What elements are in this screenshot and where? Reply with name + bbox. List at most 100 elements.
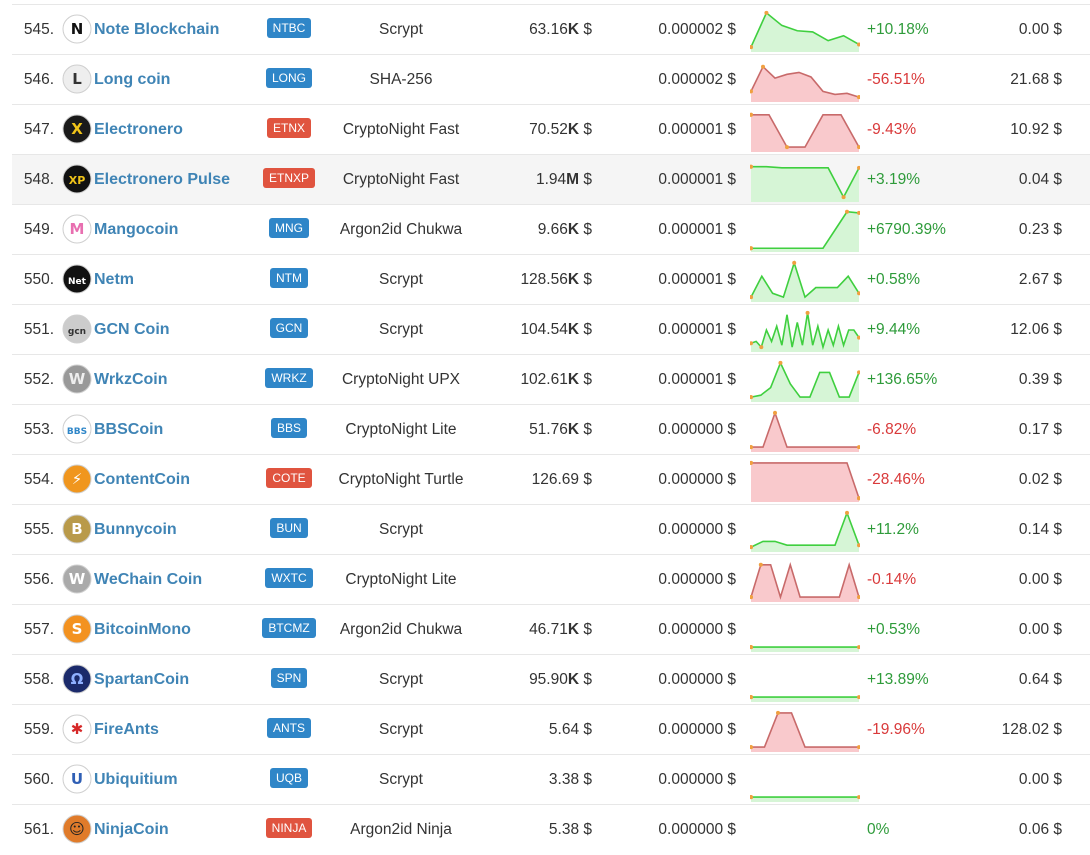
sparkline-chart <box>749 107 861 153</box>
table-row[interactable]: 558. Ω SpartanCoin SPN Scrypt 95.90K $0.00000… <box>12 654 1090 704</box>
svg-text:N: N <box>71 20 84 38</box>
symbol-badge[interactable]: ETNXP <box>262 167 315 188</box>
svg-text:⚡: ⚡ <box>72 470 83 488</box>
bunnycoin-logo-icon: B <box>62 514 92 544</box>
volume-cell: 21.68 $ <box>1010 71 1062 88</box>
change-24h: -19.96% <box>867 721 925 738</box>
table-row[interactable]: 556. W WeChain Coin WXTC CryptoNight Lite 0.0… <box>12 554 1090 604</box>
symbol-badge[interactable]: BBS <box>270 417 307 438</box>
market-cap-number: 63.16 <box>529 21 568 38</box>
symbol-badge[interactable]: BTCMZ <box>262 617 316 638</box>
table-row[interactable]: 546. L Long coin LONG SHA-256 0.000002 $ -56.5… <box>12 54 1090 104</box>
svg-text:Net: Net <box>68 277 87 287</box>
algorithm-cell: CryptoNight Lite <box>345 421 457 438</box>
symbol-badge[interactable]: BUN <box>270 517 308 538</box>
volume-cell: 0.00 $ <box>1018 621 1062 638</box>
coin-name-link[interactable]: FireAnts <box>94 721 159 738</box>
table-row[interactable]: 553. BBS BBSCoin BBS CryptoNight Lite 51.76K … <box>12 404 1090 454</box>
volume-cell: 10.92 $ <box>1010 121 1062 138</box>
electronero-pulse-logo-icon: XP <box>62 164 92 194</box>
svg-text:M: M <box>70 220 85 238</box>
symbol-badge[interactable]: COTE <box>266 467 312 488</box>
table-row[interactable]: 550. Net Netm NTM Scrypt 128.56K $0.000001 $ +… <box>12 254 1090 304</box>
coin-name-link[interactable]: Bunnycoin <box>94 521 177 538</box>
table-row[interactable]: 554. ⚡ ContentCoin COTE CryptoNight Turtle 12… <box>12 454 1090 504</box>
sparkline-chart <box>749 457 861 503</box>
coin-name-link[interactable]: WeChain Coin <box>94 571 203 588</box>
symbol-badge[interactable]: NTM <box>270 267 308 288</box>
market-cap-currency: $ <box>579 821 592 838</box>
coin-name-link[interactable]: GCN Coin <box>94 321 170 338</box>
table-row[interactable]: 549. M Mangocoin MNG Argon2id Chukwa 9.66K $0… <box>12 204 1090 254</box>
symbol-cell: SPN <box>258 655 320 705</box>
coin-name-link[interactable]: Ubiquitium <box>94 771 178 788</box>
market-cap-unit: K <box>567 671 580 688</box>
sparkline-chart <box>749 157 861 203</box>
market-cap-number: 126.69 <box>531 471 580 488</box>
change-24h: +3.19% <box>867 171 921 188</box>
symbol-badge[interactable]: NINJA <box>265 817 313 838</box>
rank-cell: 553. <box>23 421 54 438</box>
coin-name-link[interactable]: SpartanCoin <box>94 671 190 688</box>
table-row[interactable]: 557. S BitcoinMono BTCMZ Argon2id Chukwa 46.7… <box>12 604 1090 654</box>
price-cell: 0.000001 $ <box>658 321 736 338</box>
coin-name-link[interactable]: Electronero Pulse <box>94 171 231 188</box>
volume-cell: 0.00 $ <box>1018 571 1062 588</box>
table-row[interactable]: 547. X Electronero ETNX CryptoNight Fast 70.5… <box>12 104 1090 154</box>
price-cell: 0.000002 $ <box>658 21 736 38</box>
table-row[interactable]: 551. gcn GCN Coin GCN Scrypt 104.54K $0.00000… <box>12 304 1090 354</box>
market-cap-unit: K <box>567 271 580 288</box>
svg-text:L: L <box>72 70 82 88</box>
coin-name-link[interactable]: Netm <box>94 271 135 288</box>
symbol-badge[interactable]: UQB <box>269 767 308 788</box>
symbol-badge[interactable]: WXTC <box>265 567 313 588</box>
change-24h: +6790.39% <box>867 221 946 238</box>
symbol-badge[interactable]: SPN <box>270 667 308 688</box>
table-row[interactable]: 555. B Bunnycoin BUN Scrypt 0.000000 $ +11.2% 0… <box>12 504 1090 554</box>
svg-text:gcn: gcn <box>68 327 86 337</box>
volume-cell: 0.14 $ <box>1018 521 1062 538</box>
coin-name-link[interactable]: Note Blockchain <box>94 21 220 38</box>
table-row[interactable]: 559. ✱ FireAnts ANTS Scrypt 5.64 $0.000000 $ -… <box>12 704 1090 754</box>
change-24h: +0.53% <box>867 621 921 638</box>
market-cap-cell: 126.69 $ <box>480 455 592 505</box>
coin-name-link[interactable]: BitcoinMono <box>94 621 191 638</box>
table-row[interactable]: 552. W WrkzCoin WRKZ CryptoNight UPX 102.61K … <box>12 354 1090 404</box>
symbol-badge[interactable]: WRKZ <box>265 367 313 388</box>
sparkline-chart <box>749 57 861 103</box>
table-row[interactable]: 560. U Ubiquitium UQB Scrypt 3.38 $0.000000 $… <box>12 754 1090 804</box>
coin-name-link[interactable]: Electronero <box>94 121 183 138</box>
symbol-badge[interactable]: GCN <box>269 317 309 338</box>
coin-name-link[interactable]: Long coin <box>94 71 171 88</box>
symbol-badge[interactable]: ETNX <box>266 117 311 138</box>
volume-cell: 128.02 $ <box>1001 721 1062 738</box>
symbol-badge[interactable]: NTBC <box>266 17 312 38</box>
change-24h: -28.46% <box>867 471 925 488</box>
market-cap-currency: $ <box>579 371 592 388</box>
coin-name-link[interactable]: ContentCoin <box>94 471 190 488</box>
table-row[interactable]: 545. N Note Blockchain NTBC Scrypt 63.16K $0.… <box>12 4 1090 54</box>
svg-text:Ω: Ω <box>71 670 84 688</box>
symbol-badge[interactable]: ANTS <box>266 717 311 738</box>
rank-cell: 546. <box>23 71 54 88</box>
algorithm-cell: Argon2id Chukwa <box>339 221 463 238</box>
sparkline-chart <box>749 407 861 453</box>
coin-name-link[interactable]: Mangocoin <box>94 221 179 238</box>
symbol-badge[interactable]: MNG <box>269 217 309 238</box>
market-cap-cell: 3.38 $ <box>480 755 592 805</box>
symbol-badge[interactable]: LONG <box>265 67 312 88</box>
table-row[interactable]: 548. XP Electronero Pulse ETNXP CryptoNight … <box>12 154 1090 204</box>
coin-name-link[interactable]: NinjaCoin <box>94 821 169 838</box>
sparkline-chart <box>749 757 861 803</box>
market-cap-number: 1.94 <box>535 171 567 188</box>
coin-name-link[interactable]: WrkzCoin <box>94 371 168 388</box>
coin-name-link[interactable]: BBSCoin <box>94 421 164 438</box>
volume-cell: 12.06 $ <box>1010 321 1062 338</box>
market-cap-currency: $ <box>579 321 592 338</box>
change-24h: -6.82% <box>867 421 917 438</box>
market-cap-number: 51.76 <box>529 421 568 438</box>
rank-cell: 555. <box>23 521 54 538</box>
table-row[interactable]: 561. ☺ NinjaCoin NINJA Argon2id Ninja 5.38 $0… <box>12 804 1090 854</box>
price-cell: 0.000000 $ <box>658 521 736 538</box>
rank-cell: 559. <box>23 721 54 738</box>
